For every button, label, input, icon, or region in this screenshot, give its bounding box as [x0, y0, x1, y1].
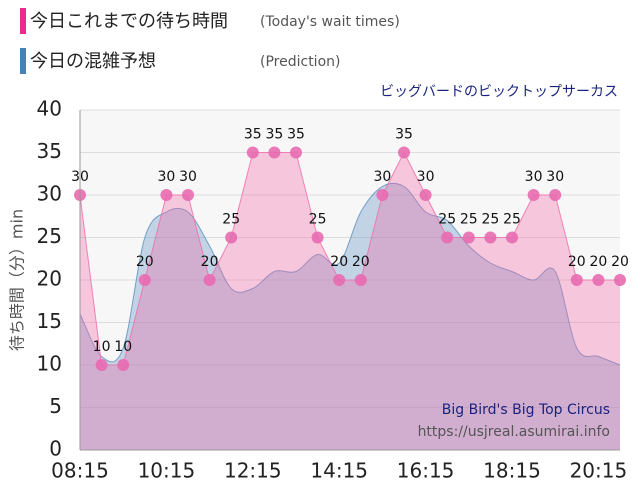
data-label: 35: [244, 127, 262, 143]
data-label: 20: [352, 254, 370, 270]
data-label: 25: [222, 212, 240, 228]
legend-label: 今日これまでの待ち時間: [30, 11, 228, 32]
x-tick-label: 08:15: [51, 459, 109, 483]
marker: [462, 231, 475, 244]
data-label: 35: [395, 127, 413, 143]
marker: [506, 231, 518, 244]
marker: [376, 189, 389, 201]
marker: [290, 146, 302, 159]
x-tick-label: 16:15: [397, 459, 455, 483]
x-tick-label: 18:15: [483, 459, 541, 483]
data-label: 30: [525, 169, 543, 185]
marker: [614, 274, 626, 286]
y-tick-label: 35: [37, 139, 62, 163]
line: [79, 182, 621, 366]
y-tick-label: 15: [37, 309, 62, 333]
x-tick-label: 12:15: [224, 459, 282, 483]
marker: [117, 359, 130, 371]
y-tick-label: 30: [37, 182, 62, 206]
marker: [441, 231, 454, 244]
data-label: 30: [157, 169, 175, 185]
y-tick-label: 25: [37, 224, 62, 248]
marker: [225, 231, 238, 244]
data-label: 30: [373, 169, 391, 185]
watermark: https://usjreal.asumirai.info: [418, 424, 610, 440]
marker: [203, 274, 216, 286]
data-label: 30: [179, 169, 197, 185]
area: [80, 152, 620, 450]
data-label: 35: [287, 127, 305, 143]
legend-swatch: [20, 48, 26, 74]
y-axis-label: 待ち時間（分）min: [8, 209, 27, 351]
data-label: 30: [546, 169, 564, 185]
marker: [333, 274, 346, 286]
legend-note: (Today's wait times): [260, 14, 400, 30]
marker: [138, 274, 151, 286]
data-label: 35: [265, 127, 283, 143]
y-tick-label: 5: [49, 394, 62, 418]
data-label: 25: [438, 212, 456, 228]
y-tick-label: 40: [37, 97, 62, 121]
data-label: 25: [309, 212, 327, 228]
marker: [311, 231, 324, 244]
data-label: 10: [114, 339, 132, 355]
marker: [160, 189, 173, 201]
data-label: 20: [330, 254, 348, 270]
data-label: 20: [568, 254, 586, 270]
marker: [354, 274, 367, 286]
data-label: 25: [481, 212, 499, 228]
data-label: 10: [93, 339, 111, 355]
marker: [95, 359, 108, 371]
marker: [419, 189, 432, 201]
marker: [527, 189, 540, 201]
data-label: 25: [503, 212, 521, 228]
legend-note: (Prediction): [260, 54, 340, 70]
marker: [246, 146, 259, 159]
y-tick-label: 0: [49, 437, 62, 461]
data-label: 25: [460, 212, 478, 228]
data-label: 20: [136, 254, 154, 270]
legend-label: 今日の混雑予想: [30, 51, 156, 72]
marker: [268, 146, 281, 159]
marker: [592, 274, 605, 286]
marker: [549, 189, 562, 201]
data-label: 20: [611, 254, 629, 270]
y-tick-label: 20: [37, 267, 62, 291]
y-tick-label: 10: [37, 352, 62, 376]
x-tick-label: 10:15: [138, 459, 196, 483]
area: [80, 183, 620, 450]
legend-swatch: [20, 8, 26, 34]
marker: [570, 274, 583, 286]
marker: [484, 231, 497, 244]
x-tick-label: 14:15: [310, 459, 368, 483]
data-label: 30: [417, 169, 435, 185]
x-tick-label: 20:15: [570, 459, 628, 483]
data-label: 20: [201, 254, 219, 270]
marker: [398, 146, 410, 159]
chart-title: ビッグバードのビックトップサーカス: [380, 84, 618, 100]
data-label: 20: [589, 254, 607, 270]
watermark: Big Bird's Big Top Circus: [442, 402, 610, 418]
marker: [182, 189, 194, 201]
